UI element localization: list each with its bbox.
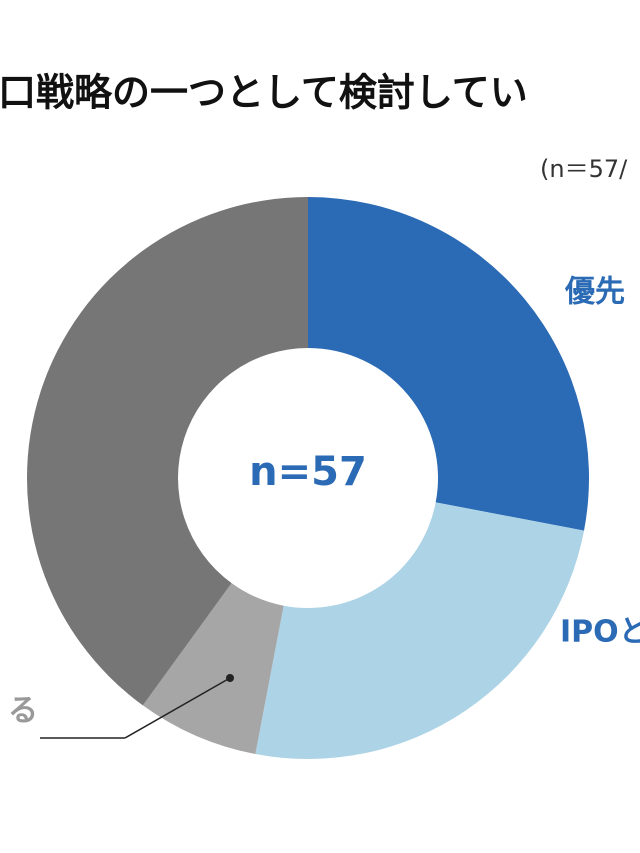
donut-segment: [27, 197, 309, 706]
leader-line: [124, 677, 231, 739]
segment-label: る: [8, 694, 38, 729]
donut: [27, 197, 589, 759]
donut-segment: [255, 502, 585, 759]
donut-segment: [142, 583, 284, 755]
chart-title: 口戦略の一つとして検討してい: [0, 71, 528, 115]
sample-note: (n＝57/: [540, 155, 628, 183]
segment-label: IPOと: [560, 615, 640, 650]
center-label: n=57: [249, 449, 367, 495]
segment-label: 優先: [564, 275, 625, 310]
leader-dot: [226, 674, 234, 682]
donut-segment: [308, 197, 589, 531]
